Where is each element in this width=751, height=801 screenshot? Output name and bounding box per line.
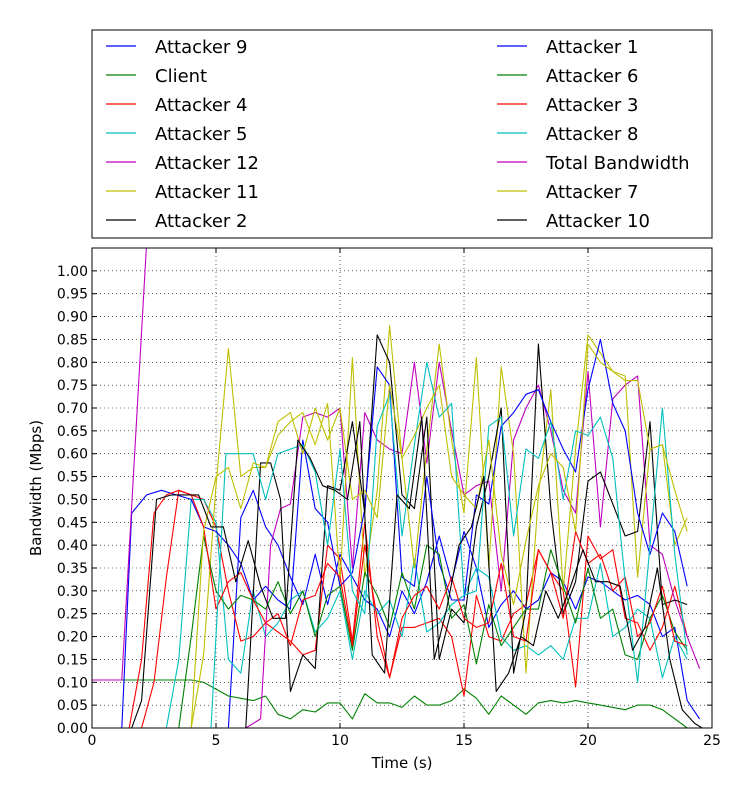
plot-frame [91, 247, 713, 729]
plot-area: 0.00 0.05 0.10 0.15 0.20 0.25 0.30 0.35 0.40 0.45… [57, 247, 721, 749]
legend-label-attacker-11: Attacker 11 [155, 182, 259, 203]
y-tick-label: 0.90 [57, 310, 88, 326]
y-tick-label: 0.70 [57, 401, 88, 417]
series-line-attacker-8 [92, 361, 688, 728]
legend-label-attacker-7: Attacker 7 [546, 182, 638, 203]
y-tick-label: 0.40 [57, 538, 88, 554]
y-tick-label: 0.15 [57, 652, 88, 668]
y-tick-label: 0.65 [57, 424, 88, 440]
series-line-attacker-3 [92, 489, 688, 728]
series-line-attacker-5 [92, 498, 688, 728]
y-tick-label: 0.35 [57, 561, 88, 577]
series-lines [92, 248, 703, 728]
series-line-attacker-7 [92, 343, 688, 728]
x-tick-label: 5 [212, 733, 221, 749]
series-line-attacker-9 [92, 489, 701, 728]
legend-label-attacker-5: Attacker 5 [155, 124, 247, 145]
x-tick-label: 10 [331, 733, 349, 749]
legend-label-attacker-1: Attacker 1 [546, 37, 638, 58]
x-tick-label: 20 [579, 733, 597, 749]
legend-label-client: Client [155, 66, 207, 87]
series-line-attacker-4 [92, 489, 688, 728]
y-tick-label: 0.10 [57, 675, 88, 691]
legend-label-attacker-2: Attacker 2 [155, 211, 247, 232]
series-line-client [92, 679, 688, 728]
y-tick-label: 0.25 [57, 607, 88, 623]
legend-label-attacker-9: Attacker 9 [155, 37, 247, 58]
y-tick-label: 0.95 [57, 287, 88, 303]
y-tick-label: 0.85 [57, 332, 88, 348]
series-line-attacker-10 [92, 416, 703, 728]
gridlines [91, 248, 713, 729]
y-tick-label: 0.05 [57, 698, 88, 714]
x-tick-label: 0 [88, 733, 97, 749]
series-line-attacker-2 [92, 334, 688, 728]
y-tick-label: 0.55 [57, 470, 88, 486]
series-line-attacker-1 [92, 338, 688, 728]
x-axis-label: Time (s) [371, 754, 433, 772]
y-tick-label: 1.00 [57, 264, 88, 280]
y-tick-label: 0.00 [57, 721, 88, 737]
y-tick-label: 0.80 [57, 355, 88, 371]
ticks: 0.00 0.05 0.10 0.15 0.20 0.25 0.30 0.35 0.40 0.45… [57, 248, 721, 749]
y-tick-label: 0.20 [57, 630, 88, 646]
legend-label-attacker-4: Attacker 4 [155, 95, 247, 116]
y-tick-label: 0.30 [57, 584, 88, 600]
legend: Attacker 9 Client Attacker 4 Attacker 5 Atta… [91, 29, 713, 239]
y-axis-label: Bandwidth (Mbps) [27, 420, 45, 556]
legend-label-total-bandwidth: Total Bandwidth [545, 153, 690, 174]
y-tick-label: 0.50 [57, 492, 88, 508]
series-line-total-bandwidth [92, 248, 147, 681]
legend-label-attacker-6: Attacker 6 [546, 66, 638, 87]
legend-label-attacker-10: Attacker 10 [546, 211, 650, 232]
legend-box [91, 29, 713, 239]
legend-label-attacker-8: Attacker 8 [546, 124, 638, 145]
x-tick-label: 25 [703, 733, 721, 749]
y-tick-label: 0.75 [57, 378, 88, 394]
y-tick-label: 0.45 [57, 515, 88, 531]
x-tick-label: 15 [455, 733, 473, 749]
y-tick-label: 0.60 [57, 447, 88, 463]
legend-label-attacker-3: Attacker 3 [546, 95, 638, 116]
legend-label-attacker-12: Attacker 12 [155, 153, 259, 174]
